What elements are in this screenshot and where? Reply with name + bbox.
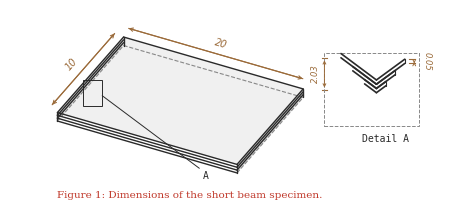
Text: 20: 20 xyxy=(213,38,228,51)
Text: A: A xyxy=(203,171,209,181)
Polygon shape xyxy=(57,37,303,164)
Bar xyxy=(324,53,419,126)
Polygon shape xyxy=(57,37,124,121)
Text: Figure 1: Dimensions of the short beam specimen.: Figure 1: Dimensions of the short beam s… xyxy=(57,191,322,200)
Bar xyxy=(83,80,102,106)
Text: 10: 10 xyxy=(64,56,80,72)
Text: 2.03: 2.03 xyxy=(311,65,320,83)
Text: Detail A: Detail A xyxy=(362,134,410,144)
Text: 0.05: 0.05 xyxy=(422,52,431,71)
Polygon shape xyxy=(237,89,303,173)
